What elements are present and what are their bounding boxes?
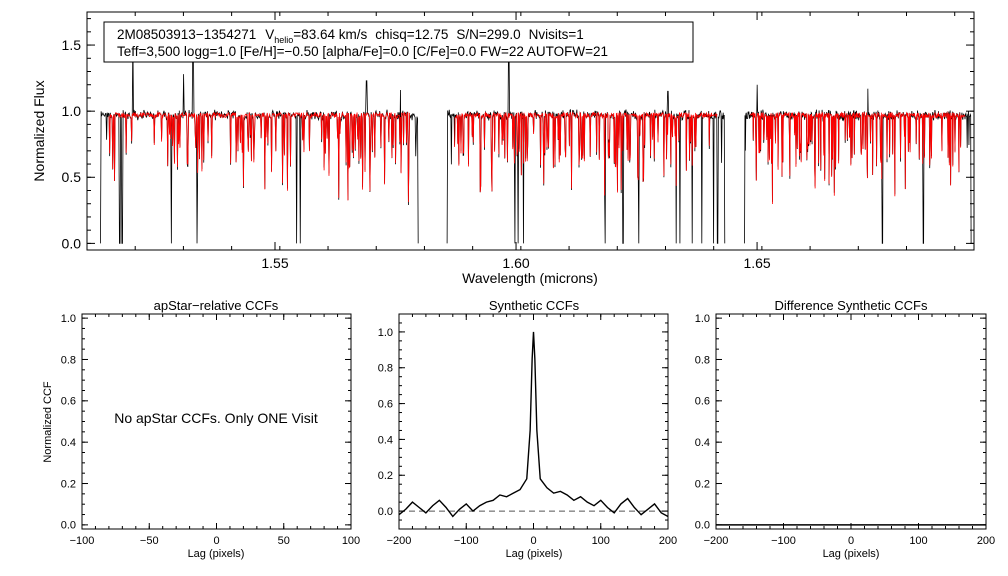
y-tick-label: 1.0 bbox=[378, 327, 393, 339]
difference-ccf-ticks: −200 −100 0 100 200 0.0 0.2 0.4 0.6 0.8 1.0 bbox=[695, 313, 995, 547]
x-tick-label: 100 bbox=[592, 535, 610, 547]
x-tick-label: 100 bbox=[909, 535, 927, 547]
spectrum-panel: 1.55 1.60 1.65 0.0 0.5 1.0 1.5 Wavelength (mic… bbox=[31, 11, 975, 286]
y-tick-label: 1.5 bbox=[62, 37, 82, 53]
synthetic-ccf-title: Synthetic CCFs bbox=[489, 298, 580, 313]
model-spectrum-line bbox=[454, 111, 718, 196]
x-tick-label: 1.60 bbox=[502, 255, 529, 271]
x-tick-label: 100 bbox=[342, 535, 360, 547]
x-tick-label: 50 bbox=[278, 535, 290, 547]
y-tick-label: 0.4 bbox=[61, 437, 76, 449]
info-line-1: 2M08503913−1354271 Vhelio=83.64 km/s chisq… bbox=[117, 27, 584, 45]
x-tick-label: −100 bbox=[70, 535, 95, 547]
apstar-ccf-panel: apStar−relative CCFs −100 −50 0 50 100 0.0 0.2… bbox=[42, 298, 360, 560]
vhelio-value: =83.64 km/s bbox=[293, 27, 367, 42]
model-spectrum-line bbox=[108, 111, 411, 203]
x-tick-label: 1.55 bbox=[261, 255, 288, 271]
x-tick-label: 200 bbox=[659, 535, 677, 547]
x-tick-label: −100 bbox=[454, 535, 479, 547]
y-tick-label: 0.0 bbox=[62, 235, 82, 251]
apstar-ccf-ticks: −100 −50 0 50 100 0.0 0.2 0.4 0.6 0.8 1.0 bbox=[61, 313, 360, 547]
synthetic-ccf-panel: Synthetic CCFs −200 −100 0 100 200 0.0 0.2 0.4 0… bbox=[378, 298, 677, 560]
no-ccf-note: No apStar CCFs. Only ONE Visit bbox=[114, 410, 318, 426]
y-tick-label: 0.8 bbox=[61, 354, 76, 366]
star-id: 2M08503913−1354271 bbox=[117, 27, 256, 42]
y-tick-label: 0.0 bbox=[695, 520, 710, 532]
y-tick-label: 0.0 bbox=[61, 520, 76, 532]
model-spectrum-line bbox=[750, 111, 966, 204]
spectrum-xlabel: Wavelength (microns) bbox=[462, 270, 598, 286]
apstar-ccf-title: apStar−relative CCFs bbox=[154, 298, 279, 313]
y-tick-label: 0.6 bbox=[695, 396, 710, 408]
x-tick-label: −100 bbox=[771, 535, 796, 547]
spectrum-traces bbox=[100, 34, 972, 244]
snr-value: S/N=299.0 bbox=[456, 27, 520, 42]
apstar-ccf-ylabel: Normalized CCF bbox=[42, 381, 54, 463]
x-tick-label: 0 bbox=[213, 535, 219, 547]
spectrum-ticks: 1.55 1.60 1.65 0.0 0.5 1.0 1.5 bbox=[62, 12, 974, 271]
vhelio-symbol: V bbox=[265, 27, 274, 42]
nvisits-value: Nvisits=1 bbox=[529, 27, 584, 42]
x-tick-label: −200 bbox=[704, 535, 729, 547]
y-tick-label: 0.2 bbox=[378, 470, 393, 482]
y-tick-label: 0.2 bbox=[61, 478, 76, 490]
y-tick-label: 1.0 bbox=[695, 313, 710, 325]
y-tick-label: 0.6 bbox=[61, 396, 76, 408]
y-tick-label: 0.2 bbox=[695, 478, 710, 490]
y-tick-label: 0.0 bbox=[378, 506, 393, 518]
difference-ccf-xlabel: Lag (pixels) bbox=[823, 548, 880, 560]
difference-ccf-title: Difference Synthetic CCFs bbox=[775, 298, 928, 313]
difference-ccf-panel: Difference Synthetic CCFs −200 −100 0 100 20… bbox=[695, 298, 995, 560]
info-line-2: Teff=3,500 logg=1.0 [Fe/H]=−0.50 [alpha/… bbox=[117, 44, 608, 59]
y-tick-label: 0.8 bbox=[378, 363, 393, 375]
synthetic-ccf-ticks: −200 −100 0 100 200 0.0 0.2 0.4 0.6 0.8 1.0 bbox=[378, 313, 677, 547]
x-tick-label: 200 bbox=[977, 535, 995, 547]
apstar-ccf-xlabel: Lag (pixels) bbox=[188, 548, 245, 560]
synthetic-ccf-plot bbox=[398, 331, 669, 518]
x-tick-label: −50 bbox=[140, 535, 159, 547]
vhelio-subscript: helio bbox=[274, 35, 293, 45]
x-tick-label: 1.65 bbox=[743, 255, 770, 271]
synthetic-ccf-line bbox=[398, 331, 669, 518]
x-tick-label: −200 bbox=[387, 535, 412, 547]
y-tick-label: 0.8 bbox=[695, 354, 710, 366]
spectrum-axes-frame bbox=[86, 11, 975, 251]
y-tick-label: 0.4 bbox=[378, 434, 393, 446]
chisq-value: chisq=12.75 bbox=[375, 27, 448, 42]
y-tick-label: 1.0 bbox=[62, 103, 82, 119]
x-tick-label: 0 bbox=[848, 535, 854, 547]
x-tick-label: 0 bbox=[530, 535, 536, 547]
y-tick-label: 0.4 bbox=[695, 437, 710, 449]
spectrum-ylabel: Normalized Flux bbox=[31, 80, 47, 181]
y-tick-label: 1.0 bbox=[61, 313, 76, 325]
y-tick-label: 0.6 bbox=[378, 398, 393, 410]
synthetic-ccf-xlabel: Lag (pixels) bbox=[506, 548, 563, 560]
y-tick-label: 0.5 bbox=[62, 169, 82, 185]
info-box bbox=[103, 21, 694, 63]
